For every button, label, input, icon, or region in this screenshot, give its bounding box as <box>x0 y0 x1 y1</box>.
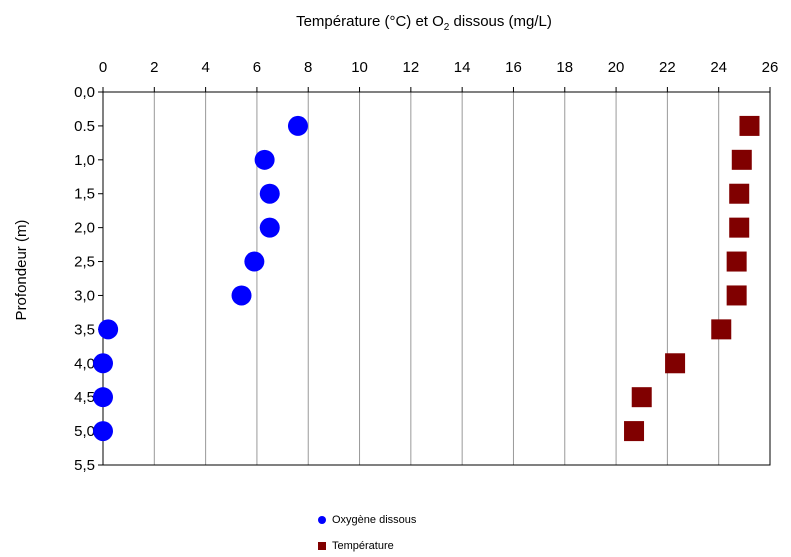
y-tick-label: 3,5 <box>74 321 95 338</box>
y-tick-label: 3,0 <box>74 287 95 304</box>
y-axis-label: Profondeur (m) <box>13 220 30 321</box>
oxygen-point <box>93 353 113 374</box>
x-tick-label: 16 <box>505 59 522 76</box>
x-tick-label: 6 <box>253 59 261 76</box>
data-marks <box>93 115 760 442</box>
legend-label-temperature: Température <box>332 540 394 553</box>
plot-frame <box>102 91 771 466</box>
y-tick-label: 1,0 <box>74 152 95 169</box>
oxygen-point <box>259 183 280 204</box>
temperature-point <box>729 183 750 204</box>
legend-item-oxygen: Oxygène dissous <box>318 514 416 526</box>
y-tick-label: 0,0 <box>74 84 95 101</box>
temperature-point <box>624 421 645 442</box>
axes: 0 2 4 6 8 10 12 14 16 18 20 22 24 260,00.51,01,52,02,… <box>74 59 778 474</box>
y-tick-label: 4,0 <box>74 355 95 372</box>
oxygen-point <box>93 387 113 408</box>
y-tick-label: 2,0 <box>74 220 95 237</box>
x-tick-label: 20 <box>608 59 625 76</box>
x-tick-label: 24 <box>710 59 727 76</box>
legend-item-temperature: Température <box>318 540 394 552</box>
oxygen-point <box>244 251 265 272</box>
x-tick-label: 10 <box>351 59 368 76</box>
oxygen-point <box>93 421 113 442</box>
oxygen-point <box>287 115 308 136</box>
temperature-point <box>726 251 747 272</box>
temperature-point <box>729 217 750 238</box>
temperature-point <box>631 387 652 408</box>
x-tick-label: 0 <box>99 59 107 76</box>
y-tick-label: 5,5 <box>74 457 95 474</box>
y-tick-label: 1,5 <box>74 186 95 203</box>
temperature-point <box>711 319 732 340</box>
y-tick-label: 5,0 <box>74 423 95 440</box>
x-tick-label: 12 <box>403 59 420 76</box>
x-tick-label: 18 <box>556 59 573 76</box>
temperature-point <box>731 149 752 170</box>
temperature-point <box>665 353 686 374</box>
y-tick-label: 0.5 <box>74 118 95 135</box>
x-tick-label: 4 <box>201 59 209 76</box>
temperature-point <box>739 115 760 136</box>
chart-title: Température (°C) et O2 dissous (mg/L) <box>296 13 552 33</box>
x-tick-label: 26 <box>762 59 779 76</box>
temperature-point <box>726 285 747 306</box>
legend-label-oxygen: Oxygène dissous <box>332 514 417 527</box>
legend-swatch-oxygen <box>318 516 326 525</box>
oxygen-point <box>231 285 252 306</box>
y-tick-label: 2,5 <box>74 254 95 271</box>
x-tick-label: 8 <box>304 59 312 76</box>
x-tick-label: 22 <box>659 59 676 76</box>
x-tick-label: 2 <box>150 59 158 76</box>
legend-swatch-temperature <box>318 542 326 551</box>
oxygen-point <box>254 149 275 170</box>
x-tick-label: 14 <box>454 59 471 76</box>
oxygen-point <box>259 217 280 238</box>
grid <box>153 92 771 465</box>
oxygen-point <box>98 319 119 340</box>
y-tick-label: 4,5 <box>74 389 95 406</box>
